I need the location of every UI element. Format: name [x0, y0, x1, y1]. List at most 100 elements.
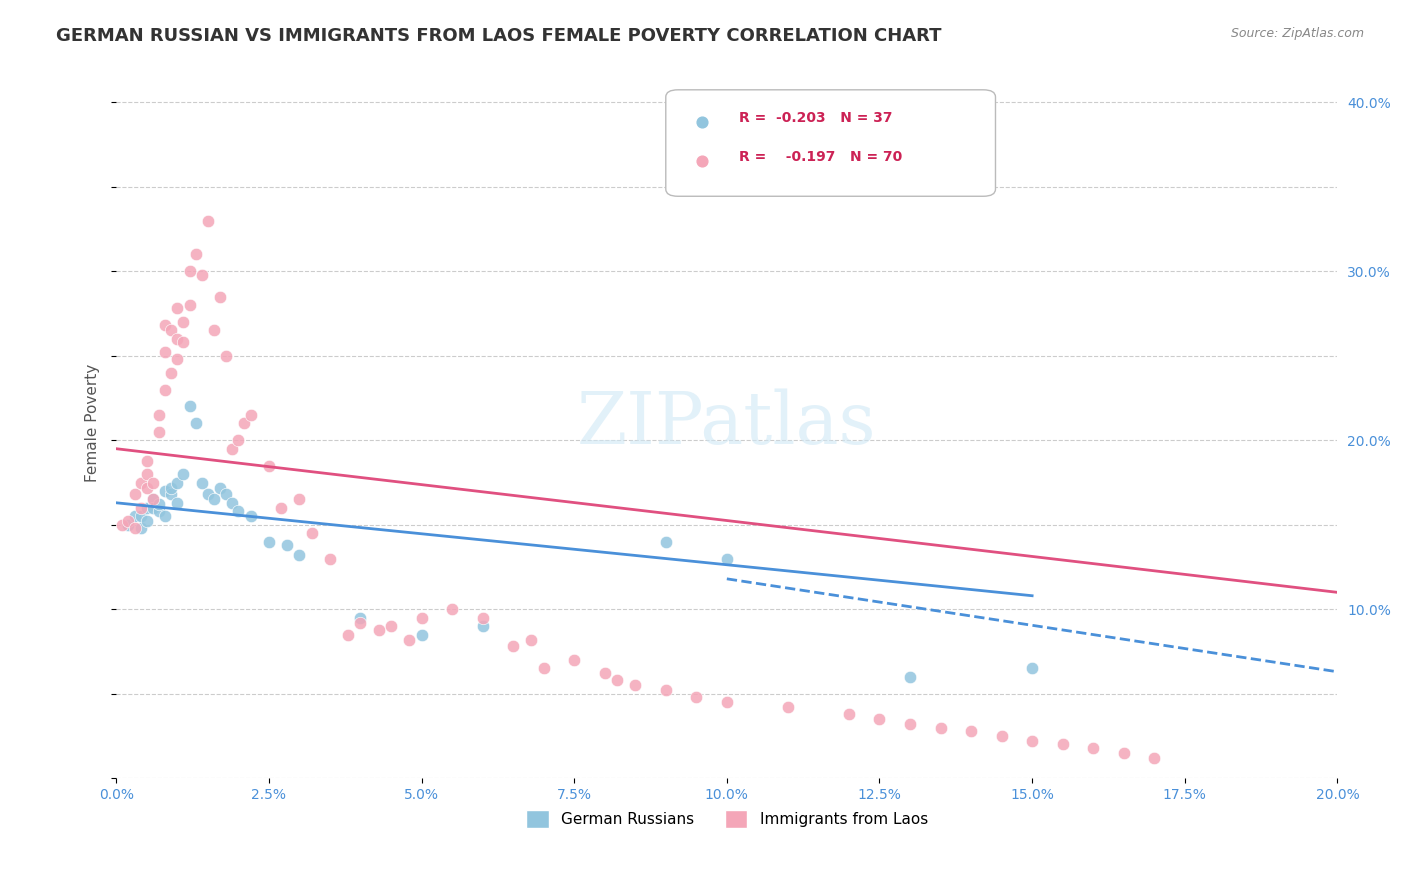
Point: [1143, 751, 1166, 765]
Point: [380, 619, 402, 633]
Point: [184, 417, 207, 431]
Point: [209, 290, 232, 304]
Text: Source: ZipAtlas.com: Source: ZipAtlas.com: [1230, 27, 1364, 40]
Point: [166, 475, 188, 490]
Point: [179, 264, 201, 278]
Point: [221, 496, 243, 510]
Point: [288, 492, 311, 507]
Point: [153, 318, 176, 333]
Point: [520, 632, 543, 647]
Point: [160, 366, 183, 380]
Point: [257, 458, 280, 473]
Point: [179, 298, 201, 312]
Point: [142, 492, 165, 507]
Point: [215, 487, 238, 501]
Point: [190, 475, 212, 490]
Point: [190, 268, 212, 282]
Point: [166, 332, 188, 346]
Point: [129, 509, 152, 524]
Point: [215, 349, 238, 363]
Point: [301, 526, 323, 541]
Point: [349, 615, 371, 630]
Point: [142, 475, 165, 490]
Point: [160, 481, 183, 495]
FancyBboxPatch shape: [666, 90, 995, 196]
Point: [929, 721, 952, 735]
Point: [349, 610, 371, 624]
Point: [685, 690, 707, 705]
Point: [135, 481, 157, 495]
Point: [124, 509, 146, 524]
Point: [838, 706, 860, 721]
Point: [716, 695, 738, 709]
Point: [172, 315, 194, 329]
Point: [148, 504, 170, 518]
Point: [228, 434, 250, 448]
Point: [209, 481, 232, 495]
Point: [172, 467, 194, 481]
Point: [367, 623, 389, 637]
Point: [197, 487, 219, 501]
Point: [135, 515, 157, 529]
Point: [624, 678, 647, 692]
Point: [319, 551, 342, 566]
Text: R =    -0.197   N = 70: R = -0.197 N = 70: [740, 150, 903, 164]
Point: [1083, 740, 1105, 755]
Text: R =  -0.203   N = 37: R = -0.203 N = 37: [740, 112, 893, 125]
Point: [184, 247, 207, 261]
Point: [655, 534, 678, 549]
Point: [148, 425, 170, 439]
Point: [135, 453, 157, 467]
Point: [471, 610, 494, 624]
Point: [142, 500, 165, 515]
Point: [153, 483, 176, 498]
Legend: German Russians, Immigrants from Laos: German Russians, Immigrants from Laos: [520, 804, 934, 834]
Point: [111, 517, 134, 532]
Point: [1112, 746, 1135, 760]
Point: [129, 521, 152, 535]
Point: [1021, 661, 1043, 675]
Point: [124, 487, 146, 501]
Point: [411, 610, 433, 624]
Point: [960, 723, 983, 738]
Point: [124, 521, 146, 535]
Point: [1021, 734, 1043, 748]
Point: [135, 467, 157, 481]
Point: [153, 509, 176, 524]
Point: [148, 498, 170, 512]
Point: [228, 504, 250, 518]
Point: [411, 627, 433, 641]
Point: [202, 492, 225, 507]
Point: [221, 442, 243, 456]
Point: [898, 670, 921, 684]
Text: GERMAN RUSSIAN VS IMMIGRANTS FROM LAOS FEMALE POVERTY CORRELATION CHART: GERMAN RUSSIAN VS IMMIGRANTS FROM LAOS F…: [56, 27, 942, 45]
Point: [166, 352, 188, 367]
Point: [869, 712, 891, 726]
Point: [239, 509, 262, 524]
Point: [257, 534, 280, 549]
Point: [233, 417, 256, 431]
Point: [1052, 738, 1074, 752]
Point: [716, 551, 738, 566]
Point: [160, 487, 183, 501]
Point: [441, 602, 464, 616]
Point: [142, 492, 165, 507]
Point: [166, 496, 188, 510]
Point: [562, 653, 585, 667]
Point: [129, 475, 152, 490]
Point: [148, 408, 170, 422]
Point: [337, 627, 360, 641]
Point: [153, 383, 176, 397]
Point: [288, 548, 311, 562]
Point: [160, 323, 183, 337]
Point: [172, 335, 194, 350]
Point: [502, 640, 524, 654]
Point: [276, 538, 298, 552]
Point: [606, 673, 628, 688]
Point: [202, 323, 225, 337]
Point: [197, 213, 219, 227]
Point: [117, 515, 139, 529]
Point: [135, 500, 157, 515]
Point: [655, 683, 678, 698]
Point: [117, 517, 139, 532]
